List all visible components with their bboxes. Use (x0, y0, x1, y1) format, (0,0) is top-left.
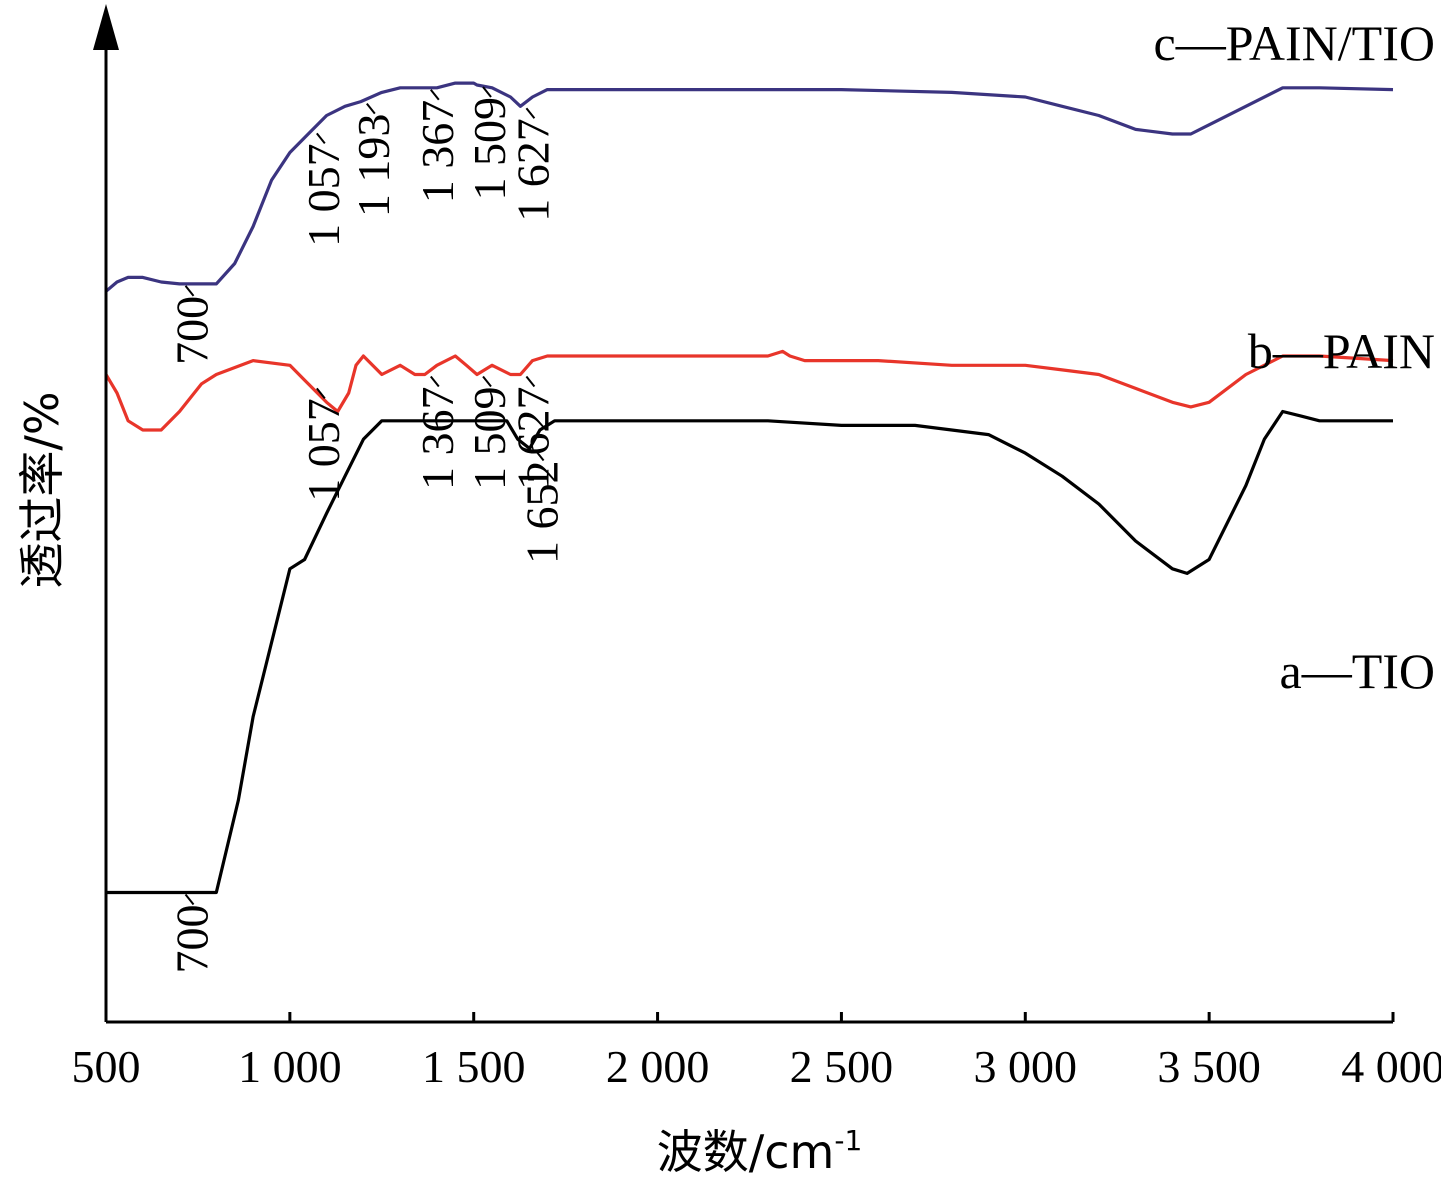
peak-label: 1 509 (464, 97, 515, 201)
x-tick-label: 3 000 (974, 1041, 1078, 1092)
x-tick-label: 4 000 (1341, 1041, 1441, 1092)
annotation-leader (525, 375, 536, 388)
peak-label: 1 057 (298, 398, 349, 502)
peak-label: 1 367 (412, 100, 463, 204)
peak-label: 1 367 (412, 387, 463, 491)
annotation-leader (430, 89, 440, 101)
x-ticks: 500 1 000 1 500 2 000 2 500 3 000 3 500 4 000 (72, 1012, 1441, 1092)
annotation-leader (482, 375, 492, 388)
legend-label-2: c—PAIN/TIO (1154, 15, 1435, 71)
annotation-leader (525, 107, 536, 119)
annotation-leader (430, 375, 440, 388)
x-tick-label: 3 500 (1157, 1041, 1261, 1092)
peak-label: 1 509 (464, 387, 515, 491)
peak-label: 700 (167, 296, 218, 365)
series-line-1 (104, 349, 1394, 432)
series-group (104, 81, 1394, 895)
series-line-0 (106, 409, 1393, 895)
peak-label: 1 652 (517, 461, 568, 565)
annotation-leader (316, 387, 326, 399)
y-axis-title: 透过率/% (15, 391, 69, 588)
annotation-leader (366, 103, 376, 115)
peak-label: 1 193 (348, 114, 399, 218)
x-tick-label: 2 000 (606, 1041, 710, 1092)
annotation-leader (316, 132, 326, 145)
annotation-leader (482, 86, 492, 98)
x-tick-label: 1 000 (238, 1041, 342, 1092)
legend-label-0: a—TIO (1280, 643, 1436, 699)
series-line-2 (104, 81, 1394, 293)
x-tick-label: 500 (72, 1041, 141, 1092)
peak-label: 1 627 (507, 387, 558, 491)
peak-label: 700 (167, 905, 218, 974)
y-axis-arrow (93, 4, 119, 50)
annotation-leader (184, 893, 195, 906)
annotation-leader (184, 285, 195, 297)
peak-label: 1 057 (298, 143, 349, 247)
legend-label-1: b—PAIN (1248, 323, 1435, 379)
annotation-leader (534, 449, 545, 462)
x-tick-label: 1 500 (422, 1041, 526, 1092)
x-tick-label: 2 500 (790, 1041, 894, 1092)
peak-label: 1 627 (507, 118, 558, 222)
legend-group: a—TIO b—PAIN c—PAIN/TIO (1154, 15, 1435, 699)
x-axis-title: 波数/cm-1 (657, 1124, 863, 1179)
